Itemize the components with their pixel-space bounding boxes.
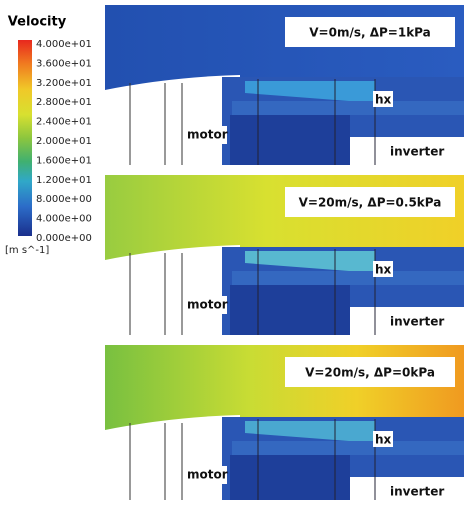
colorbar	[18, 40, 32, 236]
legend-tick-label: 3.200e+01	[36, 78, 92, 89]
legend-tick-label: 3.600e+01	[36, 58, 92, 69]
inverter-label: inverter	[390, 145, 444, 159]
legend-tick-label: 2.000e+01	[36, 136, 92, 147]
legend-unit: [m s^-1]	[5, 245, 49, 256]
hx-label: hx	[375, 93, 392, 107]
inverter-label: inverter	[390, 315, 444, 329]
motor-label: motor	[187, 468, 228, 482]
hub	[105, 415, 240, 500]
condition-label: V=20m/s, ΔP=0kPa	[305, 366, 435, 380]
legend-tick-label: 2.800e+01	[36, 97, 92, 108]
legend-tick-label: 4.000e+00	[36, 214, 92, 225]
motor-block	[230, 285, 350, 335]
flow-panel: V=20m/s, ΔP=0.5kPa hx motor inverter	[105, 175, 464, 335]
inverter-label: inverter	[390, 485, 444, 499]
condition-label: V=0m/s, ΔP=1kPa	[309, 26, 431, 40]
hx-label: hx	[375, 263, 392, 277]
motor-label: motor	[187, 298, 228, 312]
figure: Velocity [m s^-1] 4.000e+01 3.600e+01 3.20…	[0, 0, 464, 505]
legend-title: Velocity	[8, 15, 67, 30]
shroud	[232, 271, 464, 285]
legend-tick-label: 1.600e+01	[36, 155, 92, 166]
hx-label: hx	[375, 433, 392, 447]
hub	[105, 75, 240, 165]
motor-label: motor	[187, 128, 228, 142]
legend-tick-label: 0.000e+00	[36, 233, 92, 244]
legend-tick-label: 8.000e+00	[36, 194, 92, 205]
shroud	[232, 441, 464, 455]
legend-tick-label: 4.000e+01	[36, 39, 92, 50]
flow-panel: V=0m/s, ΔP=1kPa hx motor inverter	[105, 5, 464, 165]
condition-label: V=20m/s, ΔP=0.5kPa	[299, 196, 442, 210]
hub	[105, 245, 240, 335]
flow-panel: V=20m/s, ΔP=0kPa hx motor inverter	[105, 345, 464, 500]
motor-block	[230, 115, 350, 165]
shroud	[232, 101, 464, 115]
legend-tick-label: 2.400e+01	[36, 117, 92, 128]
motor-block	[230, 455, 350, 500]
legend-tick-label: 1.200e+01	[36, 175, 92, 186]
